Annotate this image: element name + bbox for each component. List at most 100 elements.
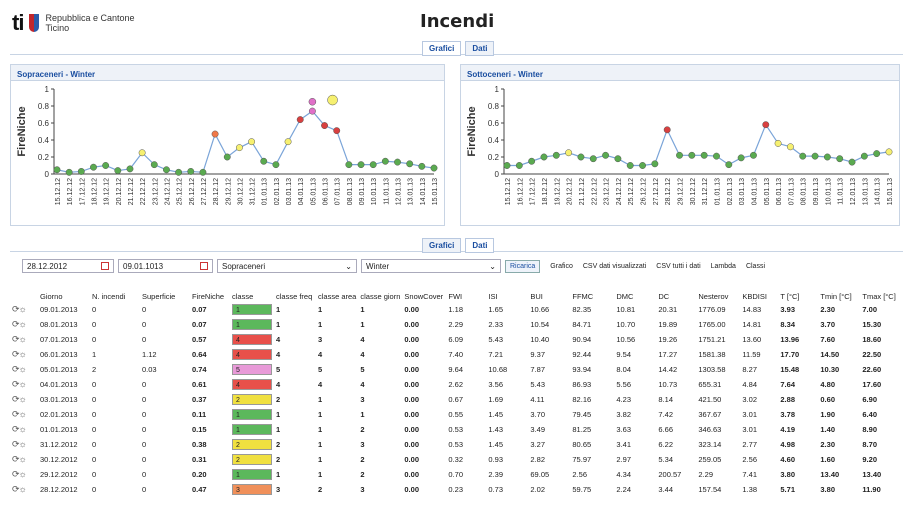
- sun-icon[interactable]: ☼: [18, 379, 27, 389]
- tab-grafici[interactable]: Grafici: [422, 238, 462, 253]
- region-select[interactable]: Sopraceneri ⌄: [217, 259, 357, 273]
- refresh-icon[interactable]: ⟳: [12, 364, 19, 374]
- class-cell: 2: [230, 437, 274, 452]
- date-to-field[interactable]: 09.01.1013: [118, 259, 213, 273]
- column-header[interactable]: DC: [658, 291, 670, 301]
- class-cell: 5: [230, 362, 274, 377]
- table-cell: 2: [276, 455, 281, 464]
- refresh-icon[interactable]: ⟳: [12, 409, 19, 419]
- refresh-button[interactable]: Ricarica: [505, 259, 541, 273]
- column-header[interactable]: KBDISI: [742, 291, 767, 301]
- top-tabs: Grafici Dati: [422, 41, 495, 56]
- table-cell: 13.40: [820, 470, 840, 479]
- table-cell: 3.63: [616, 425, 631, 434]
- sun-icon[interactable]: ☼: [18, 439, 27, 449]
- column-header[interactable]: Giorno: [40, 291, 63, 301]
- row-actions: ⟳☼: [10, 467, 38, 482]
- column-header[interactable]: N. incendi: [92, 291, 126, 301]
- chart-sopraceneri: FireNiche 0 0.2 0.4 0.6 0.8 1 15.12.12 16.12.12 1…: [16, 85, 439, 205]
- table-cell: 17.70: [780, 350, 800, 359]
- column-header[interactable]: DMC: [616, 291, 634, 301]
- table-cell: 14.83: [742, 305, 762, 314]
- class-cell: 1: [230, 407, 274, 422]
- table-row: ⟳☼ 05.01.2013 2 0.03 0.74 5 5 5 5 0.00 9.64 10.68 7.…: [10, 362, 900, 377]
- x-tick-label: 29.12.12: [678, 178, 685, 205]
- sun-icon[interactable]: ☼: [18, 409, 27, 419]
- column-header[interactable]: FFMC: [572, 291, 594, 301]
- column-header[interactable]: BUI: [530, 291, 543, 301]
- table-cell: 1.40: [820, 425, 835, 434]
- column-header[interactable]: T [°C]: [780, 291, 800, 301]
- column-header[interactable]: ISI: [488, 291, 498, 301]
- sun-icon[interactable]: ☼: [18, 394, 27, 404]
- table-cell: 11.59: [742, 350, 761, 359]
- link-csv-visualizzati[interactable]: CSV dati visualizzati: [582, 262, 647, 270]
- table-cell: 2.62: [448, 380, 463, 389]
- table-cell: 0.61: [192, 380, 207, 389]
- table-cell: 3: [318, 335, 323, 344]
- table-cell: 2.77: [742, 440, 757, 449]
- season-select[interactable]: Winter ⌄: [361, 259, 501, 273]
- x-tick-label: 13.01.13: [862, 178, 869, 205]
- refresh-icon[interactable]: ⟳: [12, 394, 19, 404]
- filter-bar: 28.12.2012 09.01.1013 Sopraceneri ⌄ Winte…: [22, 259, 765, 273]
- column-header[interactable]: Tmax [°C]: [862, 291, 896, 301]
- table-cell: 14.42: [658, 365, 678, 374]
- column-header[interactable]: Nesterov: [698, 291, 729, 301]
- refresh-icon[interactable]: ⟳: [12, 424, 19, 434]
- sun-icon[interactable]: ☼: [18, 424, 27, 434]
- refresh-icon[interactable]: ⟳: [12, 319, 19, 329]
- link-csv-tutti[interactable]: CSV tutti i dati: [656, 262, 701, 270]
- org-line1: Repubblica e Cantone: [45, 13, 135, 23]
- x-tick-label: 24.12.12: [616, 178, 623, 205]
- date-from-field[interactable]: 28.12.2012: [22, 259, 114, 273]
- column-header[interactable]: classe area: [318, 291, 357, 301]
- column-header[interactable]: classe: [232, 291, 254, 301]
- column-header[interactable]: Superficie: [142, 291, 176, 301]
- refresh-icon[interactable]: ⟳: [12, 454, 19, 464]
- sun-icon[interactable]: ☼: [18, 454, 27, 464]
- table-cell: 22.60: [862, 365, 882, 374]
- sun-icon[interactable]: ☼: [18, 364, 27, 374]
- sun-icon[interactable]: ☼: [18, 319, 27, 329]
- table-cell: 2: [360, 425, 365, 434]
- x-tick-label: 28.12.12: [665, 178, 672, 205]
- table-cell: 13.96: [780, 335, 800, 344]
- table-cell: 10.70: [616, 320, 636, 329]
- data-point: [565, 149, 573, 157]
- tab-dati[interactable]: Dati: [465, 238, 495, 253]
- column-header[interactable]: SnowCover: [404, 291, 444, 301]
- x-tick-label: 17.12.12: [530, 178, 537, 205]
- table-cell: 01.01.2013: [40, 425, 78, 434]
- sun-icon[interactable]: ☼: [18, 304, 27, 314]
- tab-grafici[interactable]: Grafici: [422, 41, 462, 56]
- link-lambda[interactable]: Lambda: [710, 262, 736, 270]
- column-header[interactable]: FireNiche: [192, 291, 225, 301]
- column-header[interactable]: Tmin [°C]: [820, 291, 852, 301]
- refresh-icon[interactable]: ⟳: [12, 439, 19, 449]
- sun-icon[interactable]: ☼: [18, 484, 27, 494]
- link-grafico[interactable]: Grafico: [550, 262, 573, 270]
- link-classi[interactable]: Classi: [745, 262, 765, 270]
- calendar-icon[interactable]: [200, 262, 208, 270]
- sun-icon[interactable]: ☼: [18, 349, 27, 359]
- x-tick-label: 21.12.12: [128, 178, 135, 205]
- column-header[interactable]: classe giorn: [360, 291, 401, 301]
- refresh-icon[interactable]: ⟳: [12, 469, 19, 479]
- sun-icon[interactable]: ☼: [18, 469, 27, 479]
- sun-icon[interactable]: ☼: [18, 334, 27, 344]
- refresh-icon[interactable]: ⟳: [12, 484, 19, 494]
- x-tick-label: 10.01.13: [825, 178, 832, 205]
- refresh-icon[interactable]: ⟳: [12, 349, 19, 359]
- column-header[interactable]: FWI: [448, 291, 463, 301]
- table-cell: 0: [92, 305, 97, 314]
- data-point: [540, 153, 548, 161]
- table-cell: 3.80: [820, 485, 835, 494]
- column-header[interactable]: classe freq: [276, 291, 313, 301]
- refresh-icon[interactable]: ⟳: [12, 304, 19, 314]
- refresh-icon[interactable]: ⟳: [12, 379, 19, 389]
- calendar-icon[interactable]: [101, 262, 109, 270]
- tab-dati[interactable]: Dati: [465, 41, 495, 56]
- refresh-icon[interactable]: ⟳: [12, 334, 19, 344]
- data-point: [823, 153, 831, 161]
